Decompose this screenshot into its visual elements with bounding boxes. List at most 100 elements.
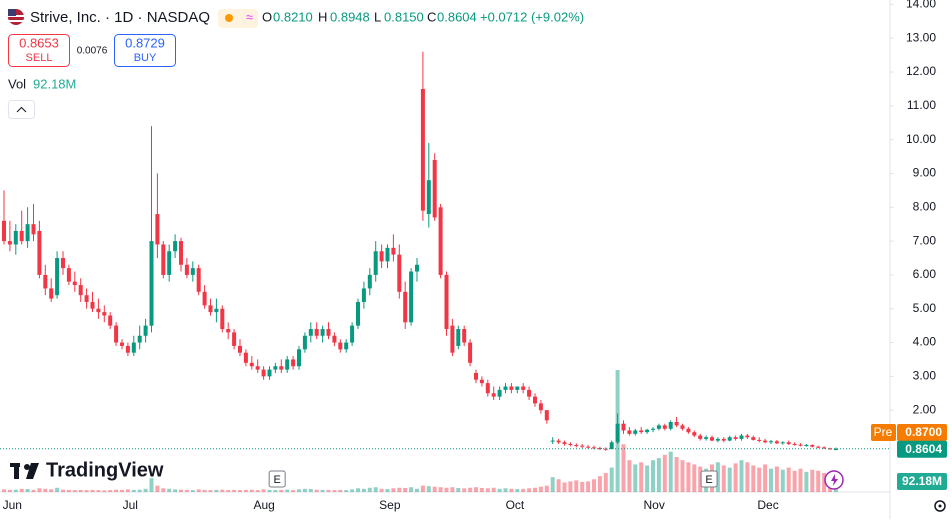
candle-body — [432, 159, 437, 218]
candle-body — [692, 432, 697, 436]
volume-bar — [621, 444, 626, 492]
candle-body — [232, 332, 237, 346]
candle-body — [562, 442, 567, 444]
volume-bar — [149, 478, 154, 492]
logo-part — [14, 463, 19, 479]
volume-bar — [810, 469, 815, 492]
header: Strive, Inc. · 1D · NASDAQ ≈ O 0.8210 H … — [8, 9, 584, 119]
volume-bar — [515, 489, 520, 492]
volume-bar — [249, 489, 254, 492]
volume-bar — [786, 467, 791, 492]
candle-body — [710, 437, 714, 441]
candle-body — [72, 281, 77, 286]
candle-body — [279, 366, 284, 370]
candle-body — [491, 393, 496, 397]
candle-body — [273, 366, 278, 370]
candle-body — [721, 438, 726, 441]
brand-name: TradingView — [46, 459, 164, 481]
volume-bar — [503, 488, 508, 492]
candle-body — [179, 241, 183, 265]
earnings-marker[interactable] — [268, 470, 286, 488]
candle-body — [639, 430, 644, 433]
last-price: 0.8604 — [905, 442, 942, 456]
candle-body — [698, 435, 703, 439]
candle-body — [61, 258, 65, 269]
flag-canton — [8, 9, 16, 16]
candle-body — [521, 386, 526, 390]
candle-body — [586, 446, 591, 448]
volume-bar — [403, 487, 408, 492]
volume-bar — [167, 488, 172, 492]
candle-body — [243, 352, 248, 363]
candle-body — [338, 342, 343, 350]
candle-body — [515, 386, 520, 390]
sell-button[interactable] — [8, 34, 70, 67]
y-tick-label: 10.00 — [906, 132, 936, 146]
volume-bar — [468, 487, 473, 492]
candle-body — [350, 325, 355, 343]
candle-body — [137, 335, 142, 343]
y-tick-label: 8.00 — [913, 199, 937, 213]
volume-bar — [562, 482, 567, 492]
candle-body — [769, 441, 773, 443]
volume-bar — [751, 465, 756, 492]
volume-bar — [574, 480, 579, 492]
volume-bar — [597, 476, 602, 492]
candle-body — [574, 444, 579, 446]
candle-body — [302, 335, 307, 350]
volume-bar — [332, 490, 337, 492]
candle-body — [214, 308, 219, 313]
volume-bar — [438, 487, 443, 492]
candle-body — [704, 437, 709, 439]
lightning — [831, 474, 838, 486]
candle-body — [238, 345, 242, 353]
volume-bar — [78, 489, 83, 492]
volume-bar — [420, 485, 425, 492]
candle-body — [727, 437, 732, 441]
y-tick-label: 6.00 — [913, 267, 937, 281]
volume-bar — [662, 454, 667, 492]
candle-body — [37, 230, 42, 275]
candle-body — [556, 440, 561, 443]
volume-bar — [409, 487, 414, 492]
volume-bar — [680, 460, 685, 492]
volume-label: Vol — [8, 76, 26, 91]
collapse-button[interactable] — [8, 100, 35, 119]
volume-bar — [527, 488, 532, 492]
candle-body — [603, 448, 608, 450]
candle-body — [420, 88, 425, 211]
buy-button[interactable] — [114, 34, 176, 67]
settings-icon[interactable] — [934, 500, 946, 512]
candle-body — [332, 335, 337, 343]
symbol[interactable]: Strive, Inc. · 1D · NASDAQ — [30, 9, 210, 26]
session-icon[interactable] — [218, 9, 258, 28]
candle-body — [261, 369, 266, 377]
volume-bar — [232, 489, 237, 492]
volume-bar — [426, 486, 431, 492]
volume-bar — [72, 490, 77, 492]
volume-bar — [66, 489, 71, 492]
open-label: O — [262, 9, 272, 24]
volume-bar — [651, 460, 655, 492]
open-value: 0.8210 — [273, 9, 313, 24]
volume-bar — [715, 462, 720, 492]
candle-body — [25, 224, 30, 242]
volume-bar — [432, 486, 437, 492]
candle-body — [7, 241, 12, 245]
candle-body — [479, 379, 484, 384]
volume-bar — [774, 466, 779, 492]
sun-icon — [225, 14, 233, 22]
volume-bar — [208, 490, 213, 492]
candle-body — [120, 342, 124, 346]
volume-bar — [816, 470, 821, 492]
volume-bar — [108, 490, 113, 492]
earnings-marker[interactable] — [700, 470, 718, 488]
candle-body — [108, 315, 113, 326]
logo-part — [24, 464, 30, 470]
candle-body — [485, 383, 490, 394]
volume-bar — [450, 487, 455, 492]
candle-body — [739, 435, 744, 439]
close-label: C — [427, 9, 436, 24]
volume-bar — [627, 460, 632, 492]
